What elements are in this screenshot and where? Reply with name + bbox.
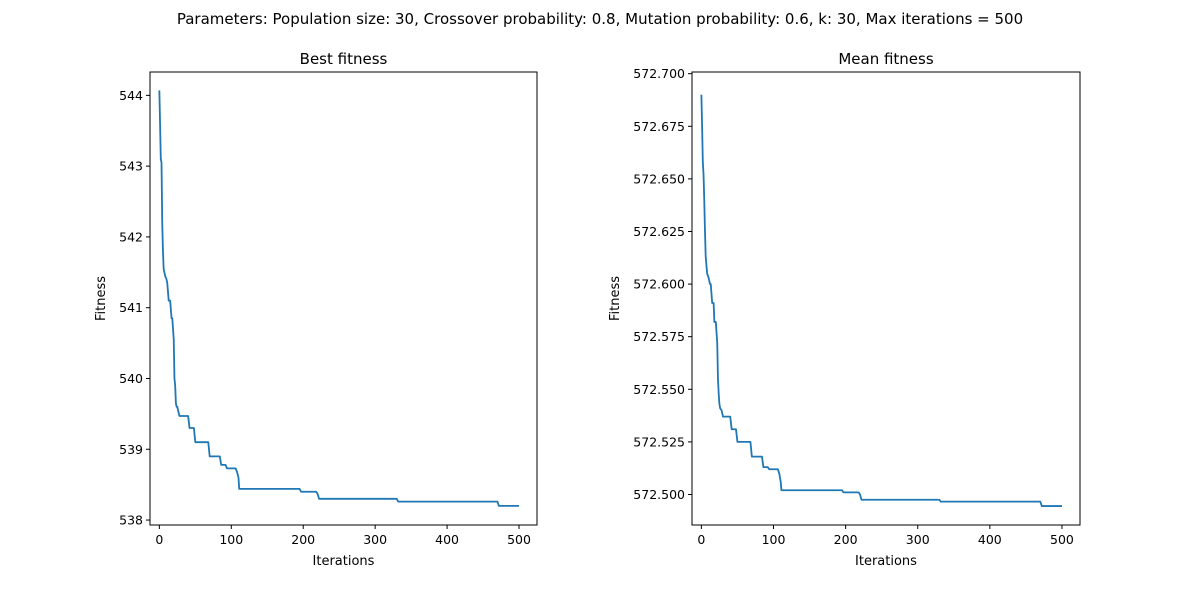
best-fitness-x-tick-label: 300 — [363, 532, 387, 547]
mean-fitness-y-tick-label: 572.575 — [633, 329, 685, 344]
best-fitness-title: Best fitness — [300, 50, 388, 68]
best-fitness-series-line-0 — [158, 90, 520, 507]
best-fitness-x-tick-label: 200 — [291, 532, 315, 547]
mean-fitness-y-tick-label: 572.525 — [633, 434, 685, 449]
mean-fitness-y-tick-label: 572.650 — [633, 171, 685, 186]
mean-fitness-y-tick-label: 572.600 — [633, 277, 685, 292]
mean-fitness-y-axis-label: Fitness — [608, 276, 623, 321]
mean-fitness-y-tick-label: 572.675 — [633, 119, 685, 134]
mean-fitness-series-line-0 — [700, 94, 1062, 507]
best-fitness-y-tick-label: 540 — [119, 371, 143, 386]
best-fitness-y-tick-label: 542 — [119, 229, 143, 244]
best-fitness-x-tick-label: 400 — [435, 532, 459, 547]
best-fitness-x-tick-label: 500 — [507, 532, 531, 547]
best-fitness-y-tick-label: 543 — [119, 159, 143, 174]
mean-fitness-x-tick-label: 300 — [906, 532, 930, 547]
mean-fitness-x-tick-label: 200 — [834, 532, 858, 547]
best-fitness-axes: Best fitness 0 100 200 300 400 500 538 539 540 541… — [94, 50, 538, 569]
mean-fitness-axes: Mean fitness 0 100 200 300 400 500 572.500 572.5… — [608, 50, 1081, 569]
mean-fitness-y-tick-label: 572.625 — [633, 224, 685, 239]
best-fitness-axes-frame — [149, 71, 538, 526]
mean-fitness-x-axis-label: Iterations — [855, 554, 917, 569]
mean-fitness-y-tick-label: 572.550 — [633, 382, 685, 397]
mean-fitness-y-tick-label: 572.700 — [633, 66, 685, 81]
best-fitness-y-tick-label: 538 — [119, 513, 143, 528]
mean-fitness-y-tick-label: 572.500 — [633, 487, 685, 502]
mean-fitness-title: Mean fitness — [838, 50, 934, 68]
best-fitness-x-tick-label: 100 — [219, 532, 243, 547]
mean-fitness-x-tick-label: 400 — [978, 532, 1002, 547]
best-fitness-y-tick-label: 539 — [119, 442, 143, 457]
mean-fitness-x-tick-label: 500 — [1050, 532, 1074, 547]
best-fitness-x-axis-label: Iterations — [313, 554, 375, 569]
best-fitness-y-axis-label: Fitness — [94, 276, 109, 321]
best-fitness-y-tick-label: 544 — [119, 88, 143, 103]
mean-fitness-axes-frame — [691, 71, 1081, 526]
best-fitness-x-tick-label: 0 — [155, 532, 163, 547]
best-fitness-y-tick-label: 541 — [119, 300, 143, 315]
mean-fitness-x-tick-label: 0 — [697, 532, 705, 547]
mean-fitness-x-tick-label: 100 — [762, 532, 786, 547]
figure-suptitle: Parameters: Population size: 30, Crossov… — [177, 10, 1023, 28]
